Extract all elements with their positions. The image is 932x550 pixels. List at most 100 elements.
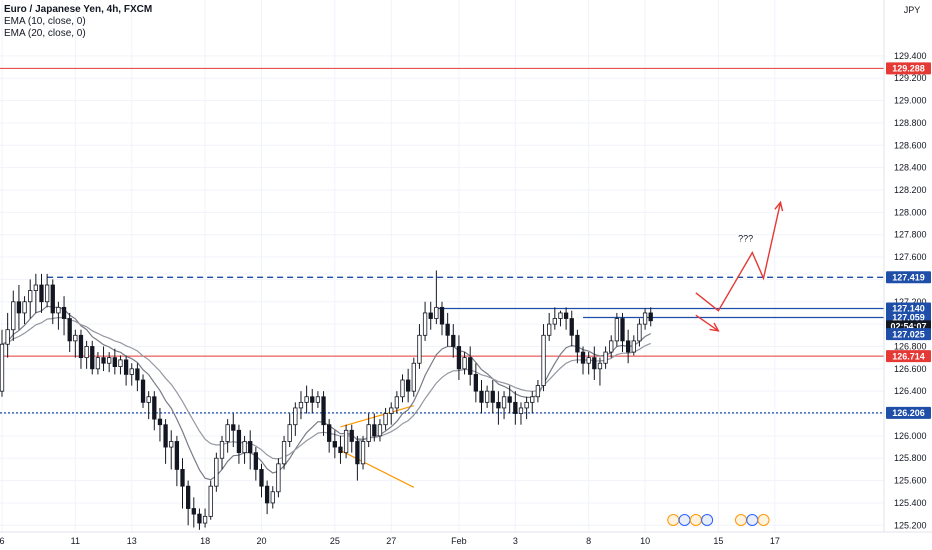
candle <box>152 391 157 431</box>
annotation-text: ??? <box>738 233 753 243</box>
time-tick-label: 15 <box>713 536 723 546</box>
price-tick-label: 128.800 <box>894 118 927 128</box>
candle <box>496 391 501 425</box>
time-tick-label: 20 <box>256 536 266 546</box>
ema20-legend[interactable]: EMA (20, close, 0) <box>4 28 86 39</box>
candle <box>642 308 648 330</box>
projection-down-arrow[interactable] <box>695 314 719 332</box>
candle-body <box>439 306 445 325</box>
candle <box>327 419 332 453</box>
event-markers[interactable] <box>667 514 770 526</box>
candle <box>298 391 304 420</box>
candle-body <box>0 343 5 392</box>
candle <box>157 407 163 442</box>
candle-body <box>276 463 281 493</box>
candle <box>248 430 253 470</box>
candle-body <box>456 346 462 370</box>
candle <box>236 424 242 464</box>
candle-body <box>28 290 33 303</box>
price-tick-label: 128.000 <box>894 207 927 217</box>
candle-body <box>22 301 27 314</box>
candle-body <box>400 379 405 398</box>
candle <box>372 413 377 442</box>
candle <box>530 391 535 414</box>
candle <box>563 307 569 330</box>
candle <box>394 391 400 414</box>
price-tag-label: 126.206 <box>892 408 925 418</box>
candle-body <box>112 357 117 367</box>
time-tick-label: 11 <box>71 536 80 546</box>
price-tick-label: 127.600 <box>894 252 927 262</box>
candle-body <box>186 485 191 509</box>
candle-body <box>490 390 495 403</box>
candle <box>28 279 33 319</box>
event-marker-icon[interactable] <box>701 514 714 526</box>
currency-label: JPY <box>904 5 921 15</box>
time-tick-label: 10 <box>640 536 650 546</box>
candle <box>332 430 337 459</box>
candle <box>287 413 292 448</box>
ema10-legend[interactable]: EMA (10, close, 0) <box>4 16 86 27</box>
candle-body <box>592 357 597 370</box>
projection-arrows[interactable] <box>695 200 784 332</box>
time-tick-label: 17 <box>770 536 780 546</box>
candle <box>558 310 563 327</box>
time-tick-label: 27 <box>386 536 396 546</box>
event-marker-icon[interactable] <box>678 514 691 526</box>
price-axis: 129.400 129.200 129.000 128.800 128.600 128.4… <box>894 51 927 530</box>
price-tag <box>886 62 931 75</box>
candle-body <box>56 306 61 314</box>
candle-body <box>5 329 10 345</box>
candle <box>231 413 236 448</box>
candle-body <box>78 334 84 359</box>
wedge-pattern[interactable] <box>340 405 415 488</box>
candle <box>67 312 72 353</box>
candle <box>445 312 450 347</box>
event-marker-icon[interactable] <box>667 514 680 526</box>
candle-body <box>563 312 569 319</box>
event-marker-icon[interactable] <box>734 514 747 526</box>
candle-body <box>107 357 112 364</box>
candle <box>191 497 196 528</box>
time-tick-label: 25 <box>330 536 340 546</box>
candle-body <box>208 485 213 517</box>
candle-body <box>197 513 202 524</box>
candle-body <box>547 323 552 336</box>
candle-body <box>61 306 67 319</box>
price-axis-bg[interactable] <box>884 0 932 532</box>
candle-body <box>360 441 366 465</box>
candle <box>614 312 620 347</box>
event-marker-icon[interactable] <box>757 514 770 526</box>
candle <box>383 407 388 431</box>
candle <box>462 352 467 375</box>
event-marker-icon[interactable] <box>689 514 702 526</box>
candle-body <box>236 429 242 454</box>
wedge-upper-line[interactable] <box>340 405 414 428</box>
candle-body <box>321 396 326 426</box>
legend: Euro / Japanese Yen, 4h, FXCM EMA (10, c… <box>4 4 152 40</box>
candle-body <box>626 340 631 353</box>
horizontal-levels[interactable] <box>0 67 884 414</box>
candle-body <box>575 334 580 353</box>
candle-body <box>146 396 151 403</box>
candle <box>16 285 22 330</box>
projection-up-arrow[interactable] <box>695 202 782 312</box>
projection-up-arrow-head[interactable] <box>774 200 784 212</box>
event-marker-icon[interactable] <box>746 514 759 526</box>
candle <box>552 307 557 330</box>
candle-body <box>310 396 315 403</box>
wedge-lower-line[interactable] <box>340 449 415 488</box>
price-tick-label: 127.800 <box>894 230 927 240</box>
candle <box>264 480 270 515</box>
candles <box>0 270 653 530</box>
candle <box>626 329 631 364</box>
candle <box>174 435 180 487</box>
candle <box>315 391 321 408</box>
candle <box>389 402 394 425</box>
projection-down-arrow-head[interactable] <box>709 322 720 332</box>
candle-body <box>169 441 174 448</box>
candle <box>411 357 416 397</box>
candle-body <box>231 424 236 431</box>
candle <box>360 435 366 470</box>
